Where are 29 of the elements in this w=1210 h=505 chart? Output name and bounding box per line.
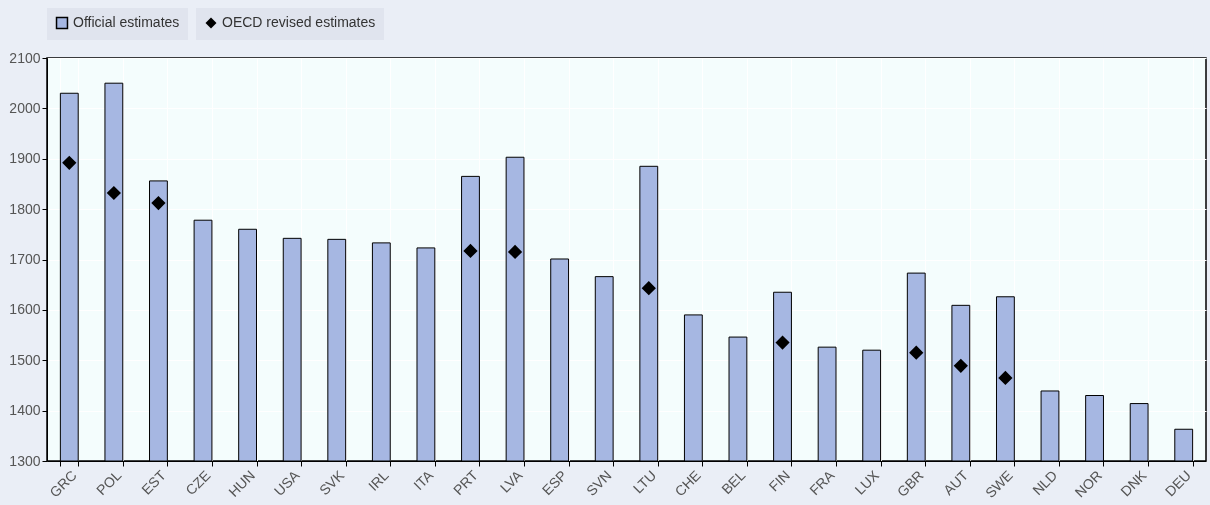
point bbox=[62, 156, 76, 170]
x-tick-label: ITA bbox=[410, 466, 437, 494]
x-tick-label: LVA bbox=[496, 466, 526, 496]
y-tick-label: 1300 bbox=[9, 452, 41, 469]
x-tick-label: USA bbox=[270, 466, 304, 499]
point bbox=[642, 281, 656, 295]
legend-label: OECD revised estimates bbox=[222, 14, 376, 30]
y-tick-label: 1500 bbox=[9, 351, 41, 368]
x-tick-label: BEL bbox=[718, 466, 749, 498]
point bbox=[151, 196, 166, 210]
x-tick-label: FIN bbox=[765, 467, 793, 495]
point bbox=[463, 244, 478, 258]
point bbox=[508, 245, 522, 259]
x-tick-label: IRL bbox=[365, 466, 392, 494]
y-tick-label: 1700 bbox=[9, 251, 41, 267]
y-tick-label: 2100 bbox=[9, 49, 41, 66]
y-tick-label: 1600 bbox=[9, 301, 41, 318]
y-tick-label: 1900 bbox=[9, 150, 41, 167]
point bbox=[107, 186, 121, 200]
x-tick-label: POL bbox=[93, 466, 125, 499]
point bbox=[909, 345, 923, 360]
legend-label: Official estimates bbox=[73, 14, 180, 30]
y-tick-label: 1800 bbox=[9, 200, 41, 217]
point bbox=[954, 359, 968, 373]
x-tick-label: FRA bbox=[806, 466, 838, 499]
point bbox=[998, 371, 1013, 385]
point bbox=[775, 335, 790, 350]
y-tick-label: 2000 bbox=[9, 99, 41, 116]
y-tick-label: 1400 bbox=[9, 402, 41, 419]
